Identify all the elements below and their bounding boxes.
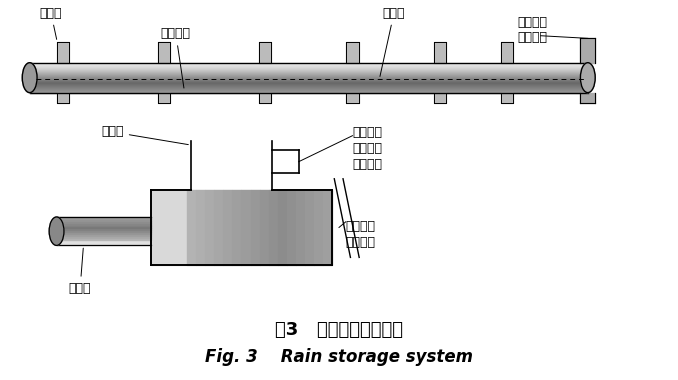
Bar: [30, 86, 588, 87]
Bar: [30, 84, 588, 85]
Bar: [56, 228, 151, 230]
Bar: [268, 190, 278, 265]
Text: 雨水井: 雨水井: [101, 125, 188, 145]
Bar: [169, 190, 178, 265]
Bar: [314, 190, 323, 265]
Text: 接市政雨
排水系统: 接市政雨 排水系统: [517, 16, 547, 44]
Bar: [30, 63, 588, 64]
Bar: [296, 190, 305, 265]
Ellipse shape: [22, 63, 37, 93]
Text: 雨水管: 雨水管: [69, 248, 92, 295]
Bar: [214, 190, 223, 265]
Bar: [30, 91, 588, 92]
Bar: [30, 66, 588, 68]
Bar: [30, 89, 588, 90]
Bar: [30, 83, 588, 84]
Bar: [30, 73, 588, 74]
Bar: [56, 223, 151, 225]
Bar: [30, 68, 588, 69]
Text: 接市政雨
排水管网: 接市政雨 排水管网: [346, 220, 376, 249]
Bar: [223, 190, 233, 265]
Text: 雨水管线: 雨水管线: [161, 27, 191, 88]
Bar: [30, 74, 588, 75]
Bar: [56, 219, 151, 221]
Bar: [30, 80, 588, 81]
Text: 图3   雨水储存系统示意: 图3 雨水储存系统示意: [275, 321, 403, 339]
Bar: [196, 190, 205, 265]
Bar: [56, 244, 151, 245]
Bar: [30, 76, 588, 77]
Bar: [260, 190, 268, 265]
Bar: [56, 242, 151, 244]
Bar: [30, 75, 588, 76]
Bar: [30, 71, 588, 72]
Bar: [30, 70, 588, 71]
Bar: [160, 190, 169, 265]
Bar: [56, 236, 151, 238]
Bar: [30, 87, 588, 88]
Bar: [30, 72, 588, 73]
Ellipse shape: [580, 63, 595, 93]
Bar: [56, 230, 151, 232]
Bar: [56, 226, 151, 228]
Bar: [30, 65, 588, 66]
Bar: [30, 78, 588, 79]
Text: 水位线: 水位线: [380, 6, 405, 76]
Bar: [205, 190, 214, 265]
Bar: [305, 190, 314, 265]
Bar: [323, 190, 332, 265]
Bar: [30, 64, 588, 65]
Bar: [30, 82, 588, 83]
Bar: [241, 190, 251, 265]
Bar: [187, 190, 196, 265]
Bar: [56, 225, 151, 226]
Bar: [151, 190, 160, 265]
Bar: [30, 81, 588, 82]
Bar: [30, 92, 588, 93]
Bar: [56, 221, 151, 223]
Bar: [56, 238, 151, 240]
Bar: [251, 190, 260, 265]
Bar: [56, 240, 151, 242]
Bar: [178, 190, 187, 265]
Bar: [30, 85, 588, 86]
Text: Fig. 3    Rain storage system: Fig. 3 Rain storage system: [205, 348, 473, 366]
Text: 雨水井: 雨水井: [40, 6, 62, 40]
Bar: [56, 217, 151, 219]
Bar: [278, 190, 287, 265]
Bar: [30, 88, 588, 89]
Bar: [56, 232, 151, 234]
Bar: [30, 69, 588, 70]
Bar: [30, 77, 588, 78]
Bar: [233, 190, 241, 265]
Bar: [30, 79, 588, 80]
Bar: [56, 234, 151, 236]
Text: 溢流管直
径大于进
水管直径: 溢流管直 径大于进 水管直径: [353, 126, 382, 171]
Bar: [287, 190, 296, 265]
Ellipse shape: [49, 217, 64, 245]
Bar: [30, 90, 588, 91]
